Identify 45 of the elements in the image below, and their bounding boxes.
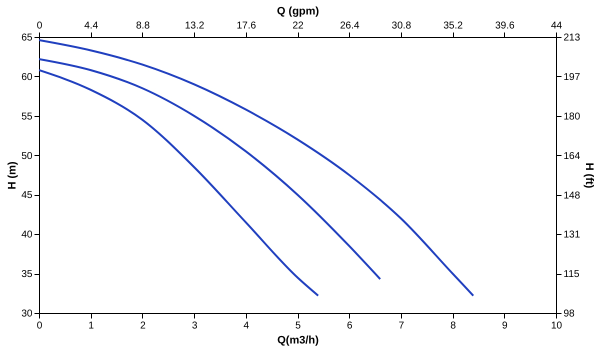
x2-tick-label: 44 xyxy=(550,20,562,32)
x2-tick-label: 30.8 xyxy=(392,20,412,32)
y2-tick-label: 213 xyxy=(564,32,581,44)
y-tick-label: 55 xyxy=(21,111,33,122)
line-series xyxy=(39,39,474,297)
x2-tick-label: 13.2 xyxy=(184,20,205,32)
x-tick-label: 10 xyxy=(550,320,562,332)
y2-tick-label: 115 xyxy=(564,269,580,280)
x-tick-label: 3 xyxy=(192,320,198,332)
y2-tick-label: 148 xyxy=(564,190,581,202)
y-tick-label: 65 xyxy=(21,32,33,44)
y-tick-label: 45 xyxy=(21,190,33,202)
x2-tick-label: 4.4 xyxy=(84,20,99,32)
line-series xyxy=(39,58,382,280)
y-tick-label: 40 xyxy=(21,230,33,241)
y-tick-label: 30 xyxy=(21,308,33,320)
x-tick-label: 7 xyxy=(398,320,405,332)
x-tick-label: 6 xyxy=(346,320,353,332)
x2-axis-title: Q (gpm) xyxy=(276,6,320,18)
x2-tick-label: 0 xyxy=(36,20,43,32)
y-tick-label: 60 xyxy=(21,72,33,83)
y-tick-label: 50 xyxy=(21,150,33,162)
y-axis-title: H (m) xyxy=(6,161,18,190)
line-series xyxy=(39,69,320,297)
x-tick-label: 8 xyxy=(450,320,456,332)
x2-tick-label: 35.2 xyxy=(443,20,464,32)
x-tick-label: 0 xyxy=(36,320,43,332)
x2-tick-label: 22 xyxy=(292,20,304,32)
y2-tick-label: 131 xyxy=(564,230,581,241)
x2-tick-label: 17.6 xyxy=(236,20,256,32)
y-tick-label: 35 xyxy=(21,269,33,280)
x-tick-label: 9 xyxy=(502,320,508,332)
x-tick-label: 5 xyxy=(295,320,302,332)
y2-tick-label: 180 xyxy=(564,112,581,123)
y2-tick-label: 164 xyxy=(564,150,581,162)
x-axis-title: Q(m3/h) xyxy=(277,334,320,346)
y2-tick-label: 98 xyxy=(564,308,576,320)
x-tick-label: 1 xyxy=(88,320,94,332)
y2-tick-label: 197 xyxy=(564,72,581,83)
x2-tick-label: 26.4 xyxy=(340,20,360,32)
y2-axis-title: H (ft) xyxy=(583,162,596,189)
x-tick-label: 4 xyxy=(244,320,250,332)
x2-tick-label: 8.8 xyxy=(136,20,150,32)
x-tick-label: 2 xyxy=(140,320,146,332)
x2-tick-label: 39.6 xyxy=(495,20,515,32)
